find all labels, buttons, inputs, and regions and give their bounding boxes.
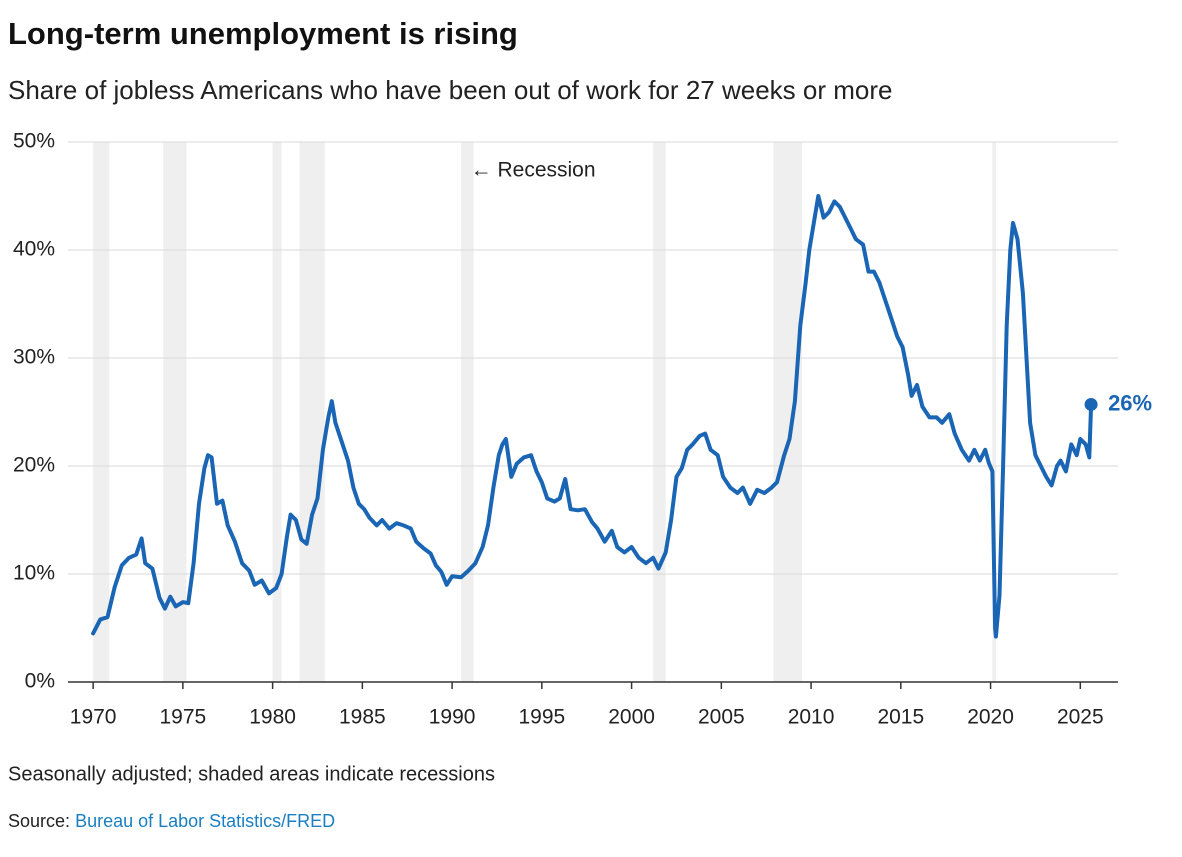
x-tick-label: 1980 [249,706,296,729]
x-tick-label: 2000 [608,706,655,729]
recession-band [992,142,996,682]
y-tick-label: 30% [13,346,55,369]
x-tick-label: 2005 [698,706,745,729]
y-tick-label: 20% [13,454,55,477]
y-tick-label: 40% [13,238,55,261]
source-link[interactable]: Bureau of Labor Statistics/FRED [75,811,335,831]
y-tick-label: 50% [13,130,55,153]
note: Seasonally adjusted; shaded areas indica… [8,763,495,785]
source-prefix: Source: [8,811,70,831]
recession-band [272,142,282,682]
end-dot [1084,397,1098,411]
x-tick-label: 1995 [518,706,565,729]
recession-band [299,142,325,682]
chart-title: Long-term unemployment is rising [8,16,518,51]
x-tick-label: 1990 [429,706,476,729]
source: Source: Bureau of Labor Statistics/FRED [8,811,335,831]
recession-band [93,142,110,682]
x-tick-label: 1985 [339,706,386,729]
annotation: ← Recession [471,159,596,182]
x-tick-label: 1970 [70,706,117,729]
recession-band [461,142,474,682]
recession-band [773,142,803,682]
x-tick-label: 2025 [1057,706,1104,729]
plot-area: 0% 10% 20% 30% 40% 50% 1970 1975 1980 1985 1990 199… [13,130,1152,729]
x-tick-label: 2015 [877,706,924,729]
recession-band [163,142,187,682]
x-tick-label: 1975 [160,706,207,729]
x-tick-label: 2010 [788,706,835,729]
series-line [91,194,1094,639]
end-label: 26% [1108,390,1152,415]
chart-subtitle: Share of jobless Americans who have been… [8,75,892,105]
y-tick-label: 0% [25,670,55,693]
y-tick-label: 10% [13,562,55,585]
recession-band [653,142,666,682]
x-tick-label: 2020 [967,706,1014,729]
